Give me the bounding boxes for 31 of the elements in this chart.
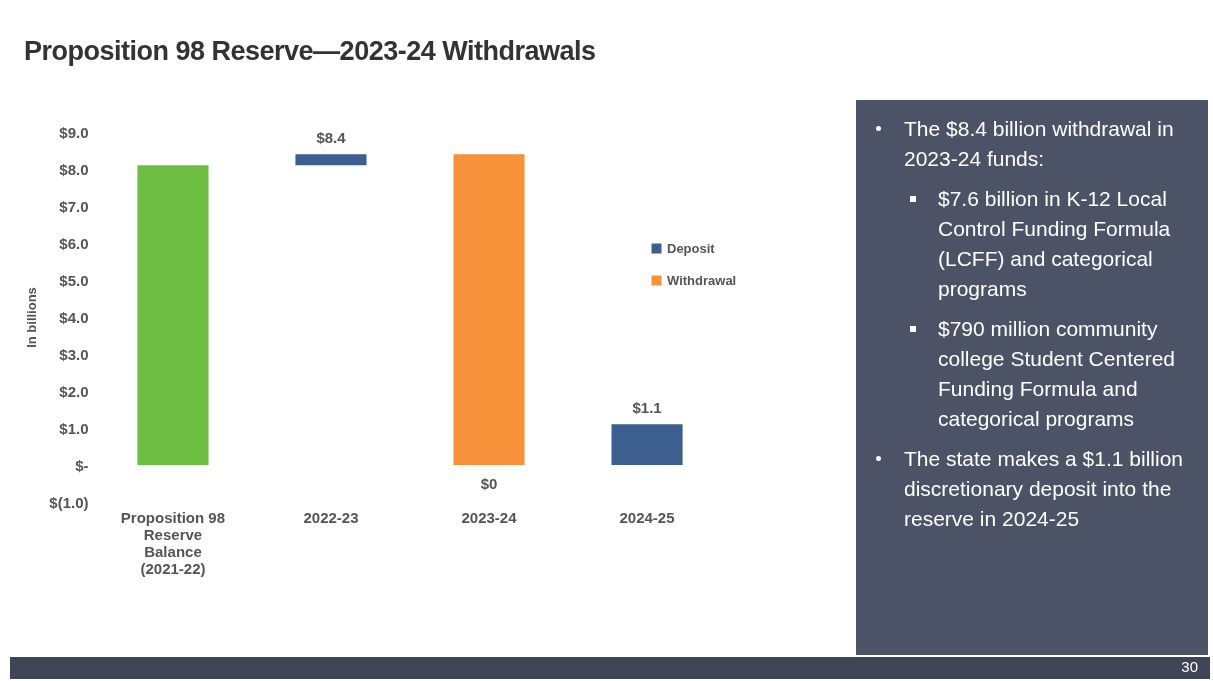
annotation: $8.4 — [316, 129, 347, 147]
x-tick-label: 2024-25 — [619, 508, 675, 526]
annotation: $1.1 — [632, 399, 662, 417]
x-tick-label: 2022-23 — [303, 508, 359, 526]
y-tick-label: $8.0 — [59, 160, 89, 178]
y-tick-label: $1.0 — [59, 419, 89, 437]
text: $7.6 billion in K-12 Local Control Funding Formula (LCFF) and categorical programs — [937, 186, 1172, 302]
text: 30 — [1181, 658, 1198, 675]
annotation: $0 — [480, 475, 498, 492]
text: $790 million community college Student Centered Funding Formula and categorical programs — [937, 316, 1176, 432]
y-tick-label: $6.0 — [59, 234, 89, 252]
bar — [611, 424, 683, 465]
text: The $8.4 billion withdrawal in 2023-24 funds: — [903, 116, 1175, 172]
y-tick-label: $9.0 — [59, 123, 89, 141]
legend-label: Withdrawal — [667, 272, 737, 288]
y-tick-label: $(1.0) — [49, 493, 89, 511]
y-tick-label: $3.0 — [59, 345, 89, 363]
legend-label: Deposit — [667, 240, 716, 256]
bar — [453, 154, 525, 465]
bar — [137, 165, 209, 465]
y-tick-label: $7.0 — [59, 197, 89, 215]
text: The state makes a $1.1 billion discretionary deposit into the reserve in 2024-25 — [903, 446, 1184, 532]
y-axis-title: In billions — [24, 287, 40, 348]
y-tick-label: $5.0 — [59, 271, 89, 289]
y-tick-label: $4.0 — [59, 308, 89, 326]
bar — [295, 154, 367, 166]
x-tick-label: Proposition 98 Reserve Balance (2021-22) — [120, 508, 226, 577]
y-tick-label: $- — [75, 456, 89, 474]
x-tick-label: 2023-24 — [461, 508, 518, 526]
y-tick-label: $2.0 — [59, 382, 89, 400]
chart-title: Proposition 98 Reserve—2023-24 Withdrawals — [24, 36, 596, 67]
